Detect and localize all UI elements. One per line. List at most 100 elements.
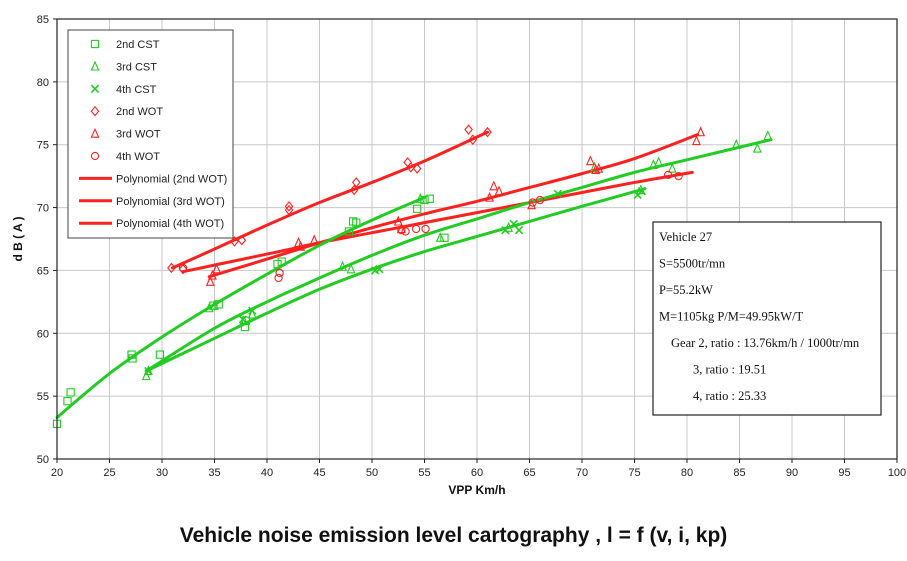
- legend-label-2nd-cst: 2nd CST: [116, 39, 160, 51]
- legend-box: [67, 29, 234, 239]
- point-3rd-cst: [667, 162, 677, 173]
- point-2nd-cst: [63, 397, 72, 406]
- point-2nd-cst: [352, 218, 361, 227]
- point-4th-wot: [397, 226, 406, 235]
- y-tick-label: 75: [37, 140, 49, 152]
- point-2nd-cst: [425, 194, 434, 203]
- y-tick-label: 50: [37, 454, 49, 466]
- legend-label-4th-cst: 4th CST: [116, 84, 157, 96]
- info-line: 4, ratio : 25.33: [693, 389, 766, 403]
- point-4th-wot: [178, 263, 188, 273]
- x-tick-label: 75: [628, 467, 640, 479]
- point-3rd-cst: [247, 308, 257, 319]
- legend-label-polynomial-3rd-wot-: Polynomial (3rd WOT): [116, 196, 225, 208]
- point-4th-cst: [553, 189, 563, 198]
- point-3rd-cst: [141, 370, 151, 381]
- point-3rd-cst: [415, 193, 425, 203]
- fit-curve-4th-cst: [144, 187, 647, 373]
- info-line: Vehicle 27: [659, 230, 712, 244]
- x-tick-label: 25: [103, 467, 115, 479]
- info-line: S=5500tr/mn: [659, 257, 726, 271]
- info-line: Gear 2, ratio : 13.76km/h / 1000tr/mn: [671, 336, 860, 350]
- point-4th-cst: [238, 315, 248, 324]
- point-3rd-wot: [207, 269, 217, 280]
- fit-curve-3rd-cst: [144, 138, 773, 373]
- x-tick-label: 20: [51, 467, 63, 479]
- fit-curve-4th-wot: [181, 170, 694, 274]
- point-2nd-wot: [406, 162, 416, 173]
- point-2nd-wot: [349, 184, 359, 196]
- x-tick-label: 55: [418, 467, 430, 479]
- y-tick-label: 80: [37, 77, 49, 89]
- point-2nd-wot: [178, 263, 188, 275]
- x-tick-label: 85: [733, 467, 745, 479]
- x-tick-label: 45: [313, 467, 325, 479]
- point-4th-wot: [535, 195, 545, 205]
- x-tick-label: 35: [208, 467, 220, 479]
- legend-label-polynomial-4th-wot-: Polynomial (4th WOT): [116, 218, 224, 230]
- x-tick-label: 30: [156, 467, 168, 479]
- point-3rd-cst: [346, 263, 356, 274]
- point-4th-cst: [375, 265, 384, 274]
- point-3rd-wot: [205, 276, 215, 286]
- legend-label-2nd-wot: 2nd WOT: [116, 106, 163, 118]
- x-tick-label: 60: [471, 467, 483, 479]
- legend-label-3rd-wot: 3rd WOT: [116, 129, 161, 141]
- vehicle-info-box: Vehicle 27 S=5500tr/mn P=55.2kW M=1105kg P/…: [652, 221, 882, 416]
- y-tick-label: 85: [37, 14, 49, 26]
- info-line: 3, ratio : 19.51: [693, 363, 766, 377]
- point-2nd-cst: [128, 354, 137, 363]
- data-points: [52, 124, 773, 428]
- point-3rd-cst: [752, 142, 762, 153]
- point-4th-cst: [637, 187, 647, 196]
- point-2nd-wot: [167, 262, 176, 274]
- point-3rd-wot: [594, 162, 604, 173]
- point-4th-wot: [401, 227, 410, 236]
- point-3rd-wot: [296, 240, 306, 251]
- legend-marker-3rd-wot: [90, 127, 100, 138]
- legend-marker-2nd-wot: [90, 105, 100, 117]
- x-tick-label: 80: [681, 467, 693, 479]
- point-2nd-wot: [483, 126, 492, 138]
- point-2nd-wot: [468, 134, 478, 145]
- axes: 20 25 30 35 40 45 50 55 60 65 70 75 80 85 90 95 100 50 55 6…: [37, 14, 906, 479]
- info-box-frame: [652, 221, 882, 416]
- point-2nd-cst: [412, 204, 422, 213]
- x-tick-label: 40: [261, 467, 273, 479]
- point-2nd-wot: [230, 236, 239, 247]
- y-tick-label: 60: [37, 328, 49, 340]
- x-tick-label: 90: [786, 467, 798, 479]
- point-2nd-wot: [351, 177, 361, 188]
- point-2nd-cst: [240, 322, 250, 332]
- point-2nd-cst: [273, 259, 282, 269]
- x-tick-label: 65: [523, 467, 535, 479]
- point-2nd-cst: [277, 257, 286, 266]
- point-2nd-wot: [412, 163, 422, 174]
- point-3rd-wot: [691, 135, 701, 146]
- fitted-curves: [55, 130, 773, 420]
- point-2nd-wot: [403, 157, 413, 168]
- point-4th-cst: [501, 226, 510, 235]
- point-4th-cst: [514, 226, 524, 235]
- x-tick-label: 70: [576, 467, 588, 479]
- legend: 2nd CST 3rd CST 4th CST 2nd WOT 3rd WOT 4th W…: [67, 29, 234, 239]
- point-3rd-wot: [494, 185, 504, 196]
- point-4th-wot: [674, 171, 683, 181]
- point-3rd-cst: [143, 365, 153, 376]
- x-tick-label: 50: [366, 467, 378, 479]
- point-2nd-cst: [344, 227, 354, 236]
- y-tick-label: 65: [37, 265, 49, 277]
- legend-label-3rd-cst: 3rd CST: [116, 61, 157, 73]
- noise-chart: 20 25 30 35 40 45 50 55 60 65 70 75 80 85 90 95 100 50 55 6…: [11, 14, 906, 497]
- fit-curve-2nd-cst: [55, 196, 426, 420]
- point-2nd-wot: [237, 234, 247, 246]
- point-3rd-cst: [338, 260, 348, 271]
- point-2nd-cst: [420, 195, 429, 205]
- y-tick-label: 70: [37, 203, 49, 215]
- point-3rd-wot: [212, 263, 222, 274]
- point-3rd-wot: [309, 234, 319, 245]
- point-2nd-wot: [464, 124, 473, 135]
- point-3rd-cst: [654, 156, 664, 167]
- point-3rd-cst: [210, 299, 219, 310]
- point-2nd-cst: [66, 388, 75, 397]
